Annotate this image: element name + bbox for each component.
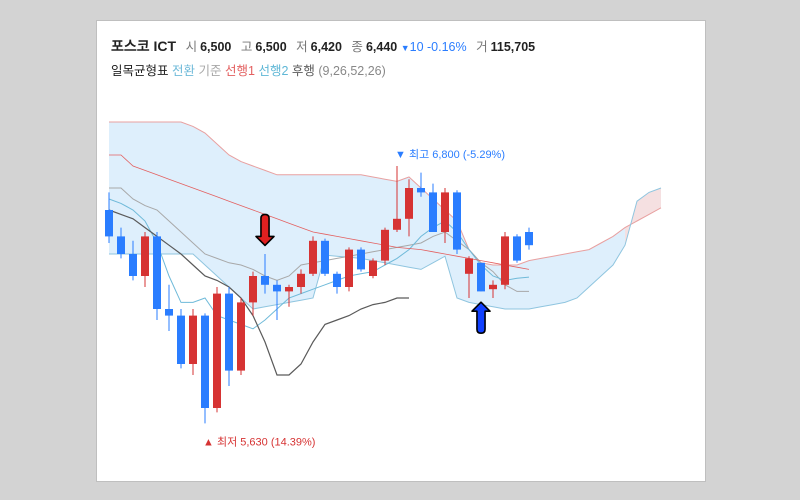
change-indicator: ▼10 -0.16% xyxy=(401,40,470,54)
chart-header: 포스코 ICT 시6,500 고6,500 저6,420 종6,440 ▼10 … xyxy=(97,21,705,92)
ticker-name: 포스코 ICT xyxy=(111,38,176,54)
ichimoku-chart: ▼ 최고 6,800 (-5.29%) ▲ 최저 5,630 (14.39%) xyxy=(97,92,705,482)
svg-text:▼ 최고 6,800 (-5.29%): ▼ 최고 6,800 (-5.29%) xyxy=(395,148,505,161)
svg-text:▲ 최저 5,630 (14.39%): ▲ 최저 5,630 (14.39%) xyxy=(203,435,315,448)
